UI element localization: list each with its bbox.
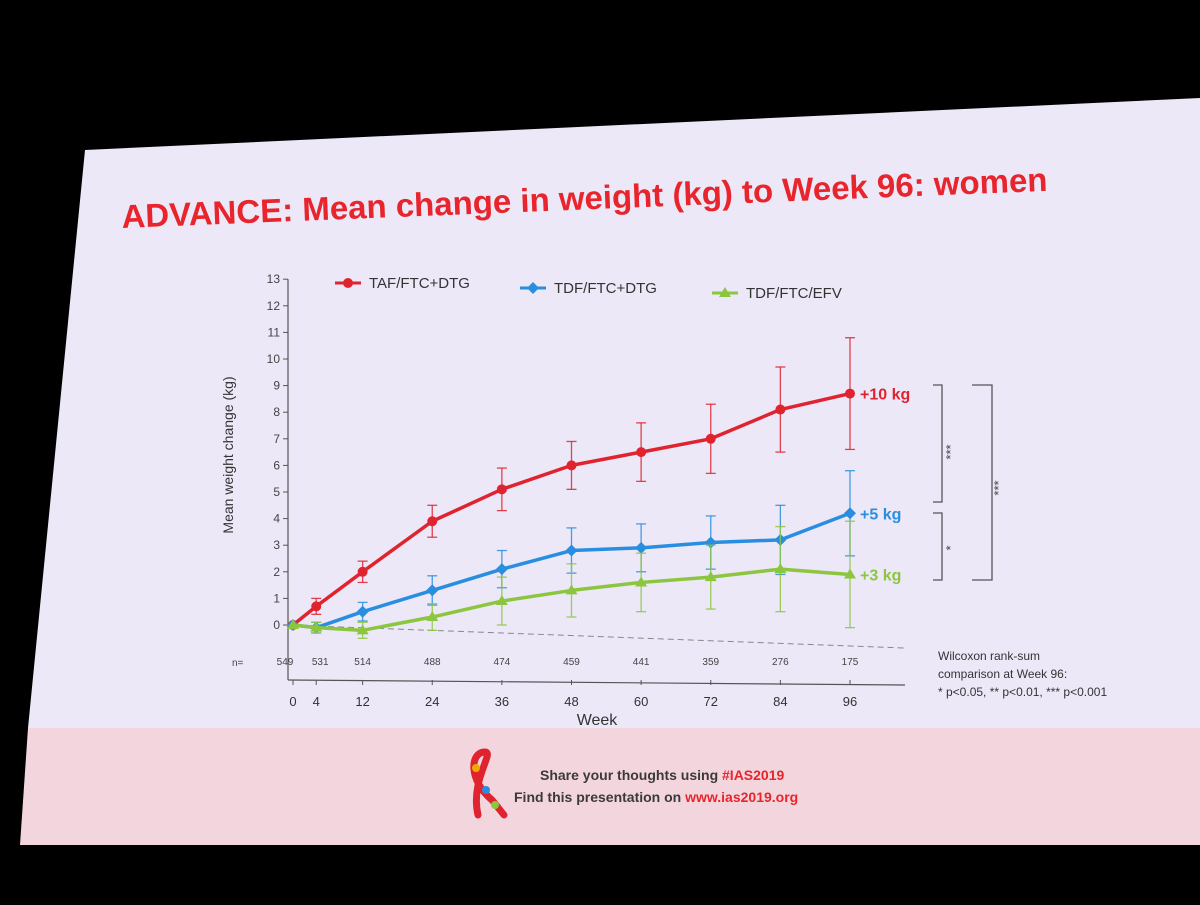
data-point: [311, 601, 322, 612]
x-tick-label: 4: [313, 694, 320, 709]
data-point: [705, 433, 716, 444]
x-axis-line: [287, 679, 906, 686]
footnote-line: comparison at Week 96:: [938, 667, 1067, 681]
n-at-risk-value: 474: [494, 657, 511, 668]
series-end-label: +3 kg: [860, 567, 901, 584]
data-point: [636, 447, 647, 458]
footer-find-prefix: Find this presentation on: [514, 789, 685, 805]
n-at-risk-value: 531: [312, 657, 329, 668]
data-point: [566, 460, 577, 471]
x-tick-label: 24: [425, 694, 439, 709]
n-at-risk-value: 549: [277, 657, 294, 668]
x-tick-label: 0: [289, 694, 296, 709]
significance-label: ***: [991, 480, 1006, 495]
footer-band: [20, 728, 1200, 845]
data-point: [774, 563, 787, 574]
y-tick-label: 0: [273, 618, 280, 632]
significance-label: ***: [943, 444, 958, 459]
footnote-line: Wilcoxon rank-sum: [938, 649, 1040, 663]
y-tick-label: 12: [267, 299, 281, 313]
x-tick-label: 84: [773, 694, 787, 709]
legend-label: TAF/FTC+DTG: [369, 275, 470, 292]
significance-label: *: [943, 545, 958, 550]
n-at-risk-value: 514: [354, 657, 371, 668]
n-at-risk-value: 459: [563, 657, 580, 668]
legend-marker: [343, 278, 353, 288]
data-point: [426, 611, 439, 622]
n-at-risk-label: n=: [232, 658, 244, 669]
data-point: [635, 541, 648, 554]
data-point: [356, 624, 369, 635]
data-point: [565, 544, 578, 557]
footnote-line: * p<0.05, ** p<0.01, *** p<0.001: [938, 685, 1107, 699]
y-tick-label: 4: [273, 512, 280, 526]
data-point: [357, 566, 368, 577]
data-point: [310, 621, 323, 632]
y-tick-label: 7: [273, 432, 280, 446]
y-tick-label: 1: [273, 591, 280, 605]
legend-label: TDF/FTC+DTG: [554, 280, 657, 297]
data-point: [635, 576, 648, 587]
series-line: [292, 511, 851, 630]
footer-share-prefix: Share your thoughts using: [540, 767, 722, 783]
data-point: [356, 605, 369, 618]
data-point: [844, 507, 856, 520]
slide-background: [28, 98, 1200, 728]
data-point: [844, 568, 856, 579]
y-tick-label: 13: [267, 272, 281, 286]
zero-reference-line: [287, 624, 906, 649]
x-tick-label: 72: [704, 694, 718, 709]
y-tick-label: 8: [273, 405, 280, 419]
series-end-label: +10 kg: [860, 387, 910, 404]
data-point: [845, 388, 855, 399]
n-at-risk-value: 488: [424, 657, 441, 668]
x-tick-label: 96: [843, 694, 857, 709]
y-tick-label: 6: [273, 458, 280, 472]
x-axis-title: Week: [577, 712, 619, 729]
x-tick-label: 36: [495, 694, 509, 709]
significance-bracket-tdfdtg-vs-efv: [933, 512, 943, 581]
y-tick-label: 5: [273, 485, 280, 499]
y-tick-label: 2: [273, 565, 280, 579]
series-end-label: +5 kg: [860, 506, 901, 523]
data-point: [704, 571, 717, 582]
data-point: [426, 584, 439, 597]
n-at-risk-value: 175: [842, 657, 859, 668]
footer-find-line: Find this presentation on www.ias2019.or…: [514, 789, 798, 805]
n-at-risk-value: 359: [702, 657, 719, 668]
n-at-risk-value: 441: [633, 657, 650, 668]
n-at-risk-value: 276: [772, 657, 789, 668]
data-point: [496, 484, 507, 495]
x-tick-label: 12: [355, 694, 369, 709]
y-tick-label: 9: [273, 379, 280, 393]
data-point: [495, 563, 508, 576]
data-point: [287, 619, 299, 629]
legend-marker: [527, 282, 539, 294]
y-tick-label: 10: [267, 352, 281, 366]
data-point: [565, 584, 578, 595]
data-point: [427, 516, 438, 527]
significance-bracket-taf-vs-tdfdtg: [933, 384, 943, 503]
footer-hashtag: #IAS2019: [722, 767, 784, 783]
significance-bracket-taf-vs-efv: [972, 384, 993, 581]
legend-label: TDF/FTC/EFV: [746, 285, 842, 302]
data-point: [495, 595, 508, 606]
x-tick-label: 48: [564, 694, 578, 709]
x-tick-label: 60: [634, 694, 648, 709]
series-line: [292, 567, 851, 633]
legend-marker: [719, 287, 731, 297]
ias-ribbon-logo: [470, 748, 508, 819]
series-line: [291, 391, 851, 627]
y-axis-title: Mean weight change (kg): [220, 376, 236, 533]
y-tick-label: 3: [273, 538, 280, 552]
y-tick-label: 11: [268, 325, 281, 339]
footer-share-line: Share your thoughts using #IAS2019: [540, 767, 784, 783]
footer-url[interactable]: www.ias2019.org: [684, 789, 798, 805]
data-point: [775, 404, 786, 415]
